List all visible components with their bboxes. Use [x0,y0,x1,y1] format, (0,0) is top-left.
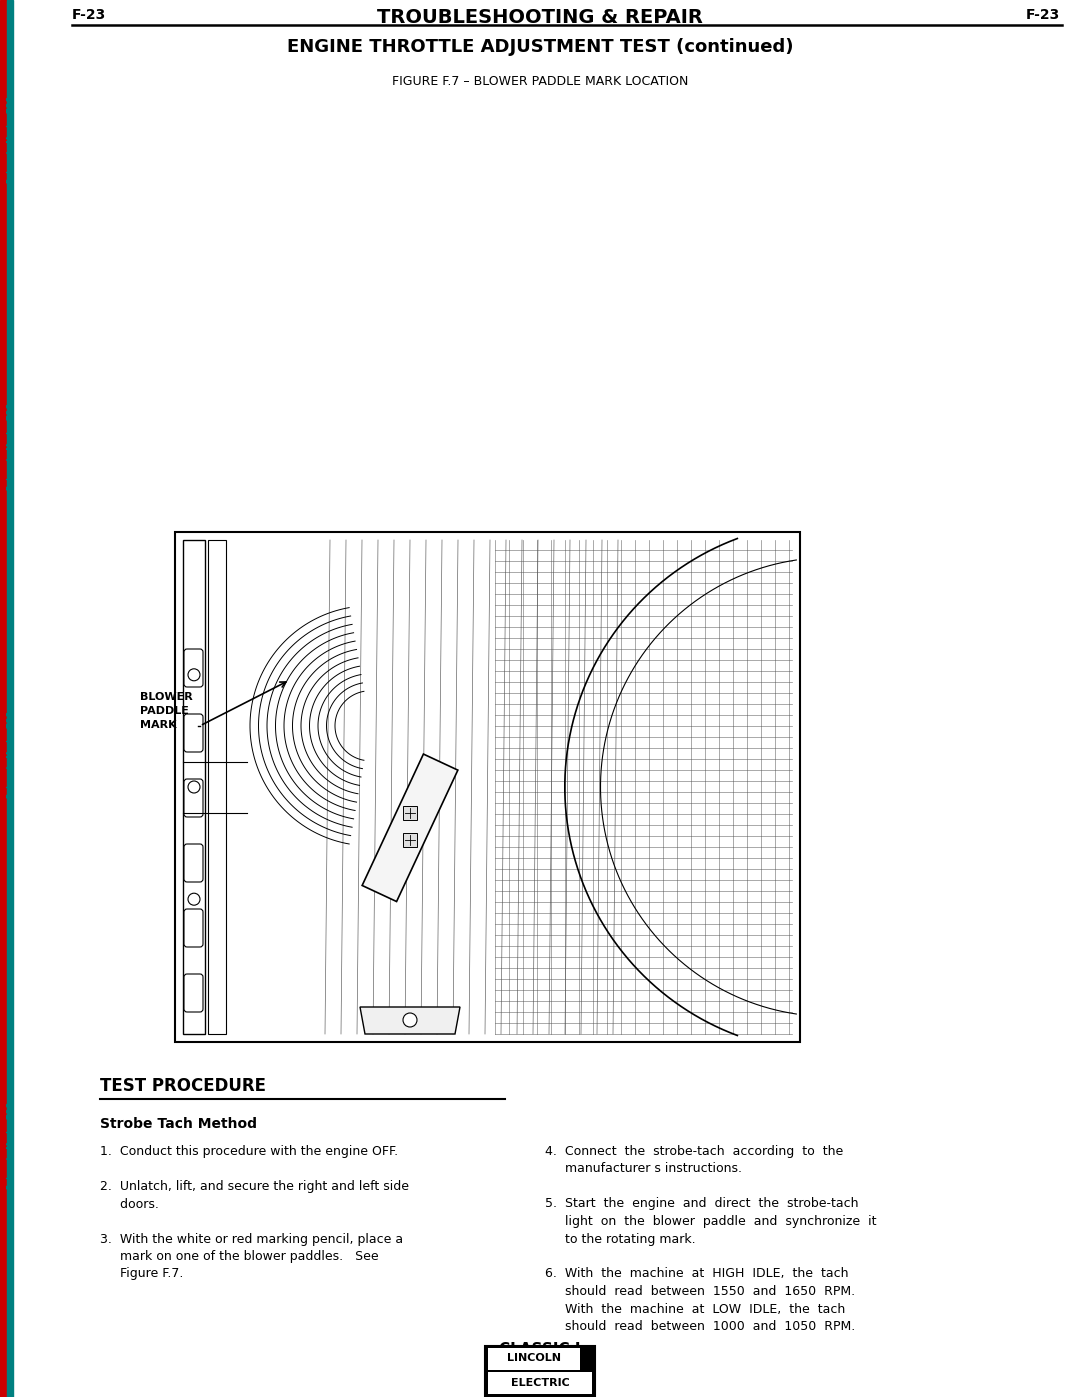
Text: Return to Master TOC: Return to Master TOC [6,711,13,798]
Text: ELECTRIC: ELECTRIC [511,1377,569,1389]
Polygon shape [362,754,458,901]
Circle shape [188,669,200,680]
FancyBboxPatch shape [184,780,203,817]
Text: Strobe Tach Method: Strobe Tach Method [100,1118,257,1132]
Text: 1.  Conduct this procedure with the engine OFF.: 1. Conduct this procedure with the engin… [100,1146,399,1158]
Circle shape [403,1013,417,1027]
Bar [208,541,226,1034]
Bar [6,0,13,1397]
FancyBboxPatch shape [184,714,203,752]
FancyBboxPatch shape [184,844,203,882]
Bar [488,1372,592,1394]
Text: ENGINE THROTTLE ADJUSTMENT TEST (continued): ENGINE THROTTLE ADJUSTMENT TEST (continu… [287,38,793,56]
Text: ®: ® [581,1352,589,1358]
Text: 2.  Unlatch, lift, and secure the right and left side: 2. Unlatch, lift, and secure the right a… [100,1180,409,1193]
Text: Return to Master TOC: Return to Master TOC [6,96,13,183]
Text: BLOWER: BLOWER [140,692,192,701]
Text: 4.  Connect  the  strobe-tach  according  to  the: 4. Connect the strobe-tach according to … [545,1146,843,1158]
Text: Figure F.7.: Figure F.7. [100,1267,184,1281]
Bar [175,532,800,1042]
Polygon shape [360,1007,460,1034]
Circle shape [188,781,200,793]
FancyBboxPatch shape [184,974,203,1011]
Text: Return to Section TOC: Return to Section TOC [0,1101,6,1190]
Text: F-23: F-23 [1026,8,1059,22]
Text: MARK: MARK [140,719,177,729]
Bar [495,541,792,1034]
Text: doors.: doors. [100,1197,159,1210]
Bar [183,541,205,1034]
Bar [0,0,6,1397]
Text: manufacturer s instructions.: manufacturer s instructions. [545,1162,742,1175]
Text: 3.  With the white or red marking pencil, place a: 3. With the white or red marking pencil,… [100,1232,403,1246]
Bar [403,806,417,820]
FancyBboxPatch shape [184,650,203,687]
Bar [488,1348,580,1370]
Text: to the rotating mark.: to the rotating mark. [545,1232,696,1246]
Text: Return to Section TOC: Return to Section TOC [0,95,6,184]
Text: 6.  With  the  machine  at  HIGH  IDLE,  the  tach: 6. With the machine at HIGH IDLE, the ta… [545,1267,849,1281]
Bar [403,833,417,847]
Bar [485,1345,595,1396]
Text: PADDLE: PADDLE [140,705,189,715]
Text: F-23: F-23 [72,8,106,22]
Circle shape [188,893,200,905]
Text: 5.  Start  the  engine  and  direct  the  strobe-tach: 5. Start the engine and direct the strob… [545,1197,859,1210]
Text: should  read  between  1550  and  1650  RPM.: should read between 1550 and 1650 RPM. [545,1285,855,1298]
Text: FIGURE F.7 – BLOWER PADDLE MARK LOCATION: FIGURE F.7 – BLOWER PADDLE MARK LOCATION [392,75,688,88]
Text: should  read  between  1000  and  1050  RPM.: should read between 1000 and 1050 RPM. [545,1320,855,1333]
Text: Return to Master TOC: Return to Master TOC [6,1102,13,1189]
FancyBboxPatch shape [184,909,203,947]
Text: LINCOLN: LINCOLN [507,1354,561,1363]
Text: light  on  the  blower  paddle  and  synchronize  it: light on the blower paddle and synchroni… [545,1215,877,1228]
Text: CLASSIC I: CLASSIC I [499,1343,581,1356]
Text: Return to Section TOC: Return to Section TOC [0,710,6,799]
Text: mark on one of the blower paddles.   See: mark on one of the blower paddles. See [100,1250,379,1263]
Text: Return to Master TOC: Return to Master TOC [6,404,13,490]
Text: TEST PROCEDURE: TEST PROCEDURE [100,1077,266,1095]
Text: With  the  machine  at  LOW  IDLE,  the  tach: With the machine at LOW IDLE, the tach [545,1302,846,1316]
Text: TROUBLESHOOTING & REPAIR: TROUBLESHOOTING & REPAIR [377,8,703,27]
Text: Return to Section TOC: Return to Section TOC [0,402,6,492]
